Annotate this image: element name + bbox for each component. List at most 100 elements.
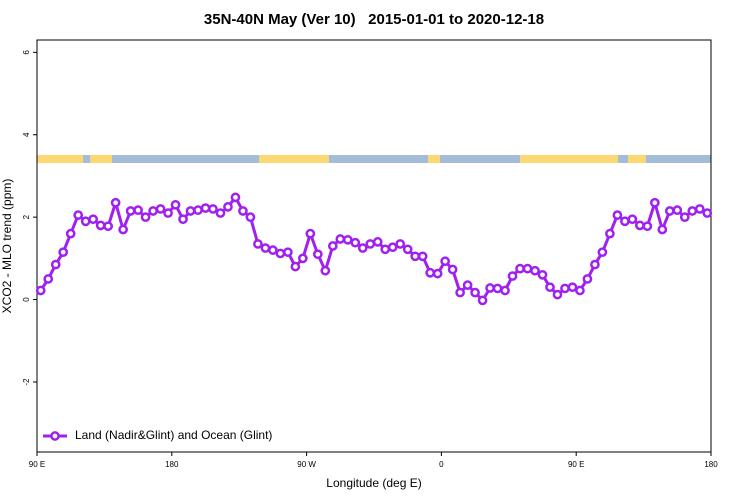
data-point bbox=[649, 197, 660, 208]
data-point bbox=[357, 243, 368, 253]
legend-label: Land (Nadir&Glint) and Ocean (Glint) bbox=[75, 428, 272, 442]
data-point bbox=[530, 265, 540, 276]
data-point bbox=[35, 285, 46, 296]
data-point bbox=[545, 282, 555, 293]
data-point bbox=[43, 274, 54, 284]
data-point bbox=[679, 212, 690, 223]
data-point bbox=[170, 199, 181, 210]
data-point bbox=[275, 248, 286, 259]
data-point bbox=[193, 205, 203, 216]
data-point bbox=[582, 274, 593, 284]
data-point bbox=[605, 228, 615, 239]
data-point bbox=[575, 285, 585, 296]
data-point bbox=[672, 205, 683, 216]
data-point bbox=[163, 208, 173, 218]
data-point bbox=[223, 202, 233, 212]
data-point bbox=[185, 206, 196, 216]
data-point bbox=[365, 239, 376, 249]
data-point bbox=[65, 228, 76, 239]
data-point bbox=[58, 247, 69, 258]
data-point bbox=[155, 204, 166, 214]
data-point bbox=[95, 220, 106, 231]
y-tick-label: 6 bbox=[22, 50, 31, 55]
data-point bbox=[387, 242, 398, 253]
x-axis-label: Longitude (deg E) bbox=[326, 476, 421, 490]
data-point bbox=[335, 234, 346, 244]
data-point bbox=[560, 283, 570, 294]
data-point bbox=[290, 261, 301, 272]
data-point bbox=[350, 237, 361, 248]
data-point bbox=[627, 214, 638, 225]
data-point bbox=[440, 256, 450, 267]
x-tick-label: 90 E bbox=[568, 460, 584, 469]
x-tick-label: 90 W bbox=[297, 460, 316, 469]
data-point bbox=[238, 206, 248, 216]
data-point bbox=[485, 283, 495, 293]
data-point bbox=[402, 244, 413, 255]
data-point bbox=[694, 204, 705, 214]
y-tick-label: -2 bbox=[22, 378, 31, 386]
data-point bbox=[305, 228, 316, 239]
data-point bbox=[395, 239, 406, 249]
x-tick-label: 180 bbox=[704, 460, 718, 469]
data-point bbox=[552, 289, 563, 300]
data-point bbox=[260, 243, 271, 253]
data-point bbox=[380, 244, 391, 255]
data-point bbox=[597, 247, 608, 258]
data-point bbox=[110, 197, 121, 208]
data-point bbox=[702, 208, 713, 218]
data-point bbox=[372, 237, 383, 247]
data-point bbox=[477, 295, 488, 306]
data-point bbox=[178, 214, 188, 225]
data-point bbox=[664, 206, 675, 216]
data-point bbox=[687, 206, 698, 216]
data-point bbox=[245, 212, 256, 223]
data-point bbox=[88, 214, 99, 225]
data-point bbox=[103, 221, 113, 232]
land-ocean-strip bbox=[37, 155, 711, 163]
x-tick-label: 0 bbox=[439, 460, 444, 469]
data-point bbox=[425, 267, 436, 278]
chart-title: 35N-40N May (Ver 10) 2015-01-01 to 2020-… bbox=[204, 11, 544, 28]
y-tick-label: 0 bbox=[22, 297, 31, 302]
data-point bbox=[298, 253, 308, 264]
data-point bbox=[470, 287, 480, 298]
y-tick-label: 2 bbox=[22, 214, 31, 219]
data-point bbox=[612, 210, 623, 220]
data-point bbox=[50, 259, 61, 270]
data-point bbox=[567, 282, 578, 293]
data-point bbox=[447, 264, 458, 275]
data-point bbox=[312, 249, 323, 260]
legend-marker bbox=[50, 431, 60, 441]
data-point bbox=[492, 283, 503, 294]
data-point bbox=[522, 263, 533, 274]
data-point bbox=[283, 247, 293, 258]
data-point bbox=[455, 287, 465, 298]
data-point bbox=[320, 265, 331, 276]
data-point bbox=[215, 208, 226, 218]
data-point bbox=[73, 210, 84, 220]
data-point bbox=[657, 224, 668, 235]
data-point bbox=[200, 203, 211, 213]
data-point bbox=[230, 192, 241, 203]
data-point bbox=[410, 251, 421, 262]
data-point bbox=[118, 224, 128, 235]
plot-frame bbox=[36, 39, 712, 453]
data-point bbox=[635, 220, 645, 231]
data-point bbox=[140, 212, 151, 223]
y-axis-label: XCO2 - MLO trend (ppm) bbox=[0, 179, 14, 314]
data-point bbox=[80, 216, 91, 227]
data-point bbox=[462, 280, 473, 290]
data-point bbox=[537, 269, 548, 280]
data-point bbox=[515, 263, 525, 274]
x-tick-label: 90 E bbox=[29, 460, 45, 469]
data-point bbox=[620, 216, 630, 227]
data-point bbox=[125, 206, 136, 216]
data-point bbox=[148, 206, 158, 216]
data-point bbox=[507, 271, 518, 281]
x-tick-label: 180 bbox=[165, 460, 179, 469]
y-tick-label: 4 bbox=[22, 132, 31, 137]
data-point bbox=[253, 239, 263, 249]
data-point bbox=[208, 204, 218, 214]
